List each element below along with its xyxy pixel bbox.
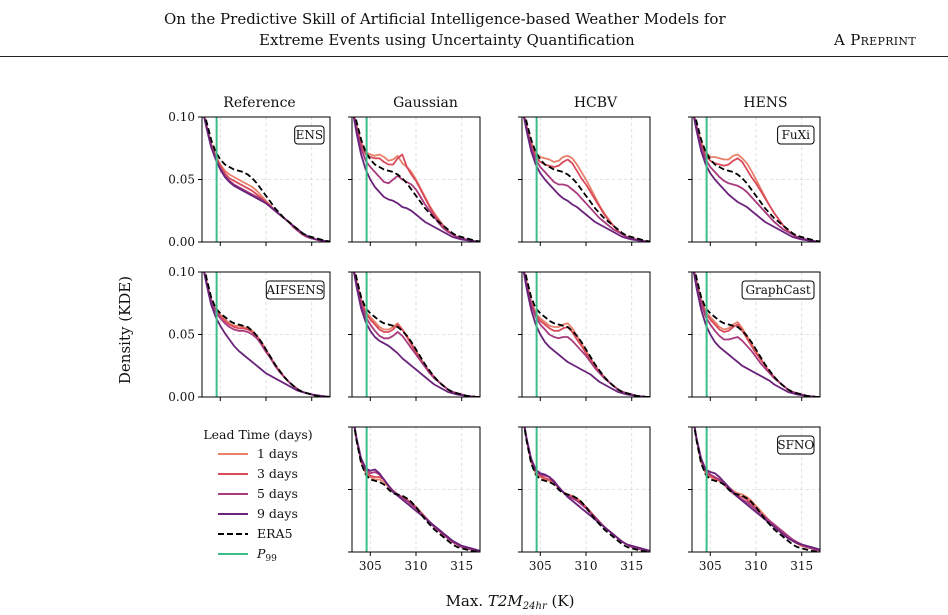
series-line-9-days — [692, 272, 820, 397]
model-badge-ens: ENS — [296, 128, 323, 142]
series-line-era5 — [524, 117, 650, 242]
series-group — [523, 427, 650, 552]
x-tick-label: 305 — [529, 559, 552, 573]
column-title-hcbv: HCBV — [574, 95, 618, 111]
y-axis-label: Density (KDE) — [116, 276, 134, 384]
panel-r1-c0: 0.00 0.05 0.10 AIFSENS — [168, 265, 331, 404]
legend-item-1-days: 1 days — [218, 446, 298, 461]
series-line-9-days — [693, 117, 820, 242]
x-tick-label: 305 — [359, 559, 382, 573]
x-axis-label: Max. T2M24hr (K) — [446, 592, 575, 612]
series-line-era5 — [204, 117, 330, 242]
series-group — [353, 427, 480, 552]
series-line-era5 — [694, 272, 820, 397]
panel-r1-c1 — [348, 271, 481, 401]
model-badge-box — [777, 125, 815, 145]
series-group — [522, 272, 650, 397]
model-badge-fuxi: FuXi — [782, 128, 811, 142]
panel-r0-c2 — [518, 116, 651, 246]
series-line-era5 — [524, 272, 650, 397]
series-line-9-days — [352, 117, 480, 242]
x-tick-label: 315 — [450, 559, 473, 573]
series-group — [352, 117, 480, 242]
series-line-9-days — [523, 117, 650, 242]
legend: Lead Time (days) 1 days 3 days 5 days 9 day… — [203, 427, 312, 564]
model-badge-box — [294, 125, 325, 145]
x-tick-label: 315 — [620, 559, 643, 573]
model-badge-aifsens: AIFSENS — [265, 283, 323, 297]
series-line-5-days — [523, 117, 650, 242]
model-badge-sfno: SFNO — [777, 438, 814, 452]
series-line-era5 — [354, 117, 480, 242]
series-line-9-days — [353, 427, 480, 552]
legend-item-era5: ERA5 — [218, 526, 293, 541]
legend-label: 3 days — [257, 466, 298, 481]
panel-r1-c3: GraphCast — [688, 271, 821, 401]
x-tick-label: 310 — [575, 559, 598, 573]
legend-label: 1 days — [257, 446, 298, 461]
panel-r2-c3: 305 310 315 SFNO — [688, 426, 821, 573]
column-titles: Reference Gaussian HCBV HENS — [223, 95, 787, 111]
series-line-era5 — [353, 427, 480, 552]
series-line-era5 — [204, 272, 330, 397]
panel-grid: 0.00 0.05 0.10 ENS FuXi 0.00 0.05 0.10 AIFSENS Gr… — [168, 110, 821, 573]
y-tick-label: 0.10 — [168, 265, 195, 279]
series-line-9-days — [352, 272, 480, 397]
panel-r0-c1 — [348, 116, 481, 246]
column-title-reference: Reference — [223, 95, 295, 111]
x-tick-label: 310 — [405, 559, 428, 573]
legend-label: 9 days — [257, 506, 298, 521]
series-line-5-days — [693, 117, 820, 242]
panel-r2-c2: 305 310 315 — [518, 426, 651, 573]
series-line-9-days — [693, 427, 820, 551]
series-line-era5 — [694, 117, 820, 242]
paper-title-line-2: Extreme Events using Uncertainty Quantif… — [259, 31, 635, 49]
legend-item-3-days: 3 days — [218, 466, 298, 481]
series-line-era5 — [523, 427, 650, 552]
series-group — [352, 272, 480, 397]
y-tick-label: 0.00 — [168, 390, 195, 404]
model-badge-graphcast: GraphCast — [745, 283, 810, 297]
paper-title-line-1: On the Predictive Skill of Artificial In… — [164, 10, 726, 28]
x-tick-label: 310 — [745, 559, 768, 573]
panel-r0-c3: FuXi — [688, 116, 821, 246]
model-badge-box — [777, 435, 815, 455]
column-title-hens: HENS — [743, 95, 787, 111]
legend-item-p99: P99 — [218, 546, 277, 564]
series-line-era5 — [693, 427, 820, 552]
model-badge-box — [265, 280, 325, 300]
legend-label: P99 — [256, 546, 277, 564]
series-group — [692, 272, 820, 397]
x-tick-label: 315 — [790, 559, 813, 573]
series-line-9-days — [522, 272, 650, 397]
y-tick-label: 0.05 — [168, 328, 195, 342]
y-tick-label: 0.05 — [168, 173, 195, 187]
legend-item-5-days: 5 days — [218, 486, 298, 501]
panel-r1-c2 — [518, 271, 651, 401]
model-badge-box — [741, 280, 815, 300]
series-group — [693, 427, 820, 552]
legend-title: Lead Time (days) — [203, 427, 312, 442]
panel-r0-c0: 0.00 0.05 0.10 ENS — [168, 110, 331, 249]
series-group — [523, 117, 650, 242]
page-header: On the Predictive Skill of Artificial In… — [0, 0, 948, 57]
panel-r2-c1: 305 310 315 — [348, 426, 481, 573]
preprint-label: A Preprint — [834, 31, 916, 49]
header-rule — [0, 56, 948, 57]
series-line-era5 — [354, 272, 480, 397]
legend-label: 5 days — [257, 486, 298, 501]
column-title-gaussian: Gaussian — [393, 95, 458, 111]
series-group — [203, 272, 330, 397]
series-group — [693, 117, 820, 242]
series-line-9-days — [523, 427, 650, 552]
legend-item-9-days: 9 days — [218, 506, 298, 521]
x-tick-label: 305 — [699, 559, 722, 573]
y-tick-label: 0.10 — [168, 110, 195, 124]
legend-label: ERA5 — [257, 526, 293, 541]
series-group — [203, 117, 330, 242]
y-tick-label: 0.00 — [168, 235, 195, 249]
series-line-5-days — [353, 117, 480, 242]
